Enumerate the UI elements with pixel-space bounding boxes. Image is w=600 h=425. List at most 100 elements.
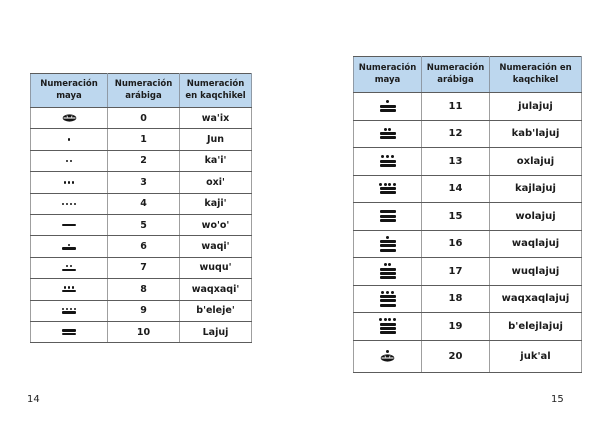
maya-bar xyxy=(379,136,396,140)
kaqchikel-name-cell: waqxaqi' xyxy=(179,278,252,301)
kaqchikel-name-cell: kaji' xyxy=(179,192,252,215)
maya-glyph-cell xyxy=(30,192,108,215)
maya-dot xyxy=(67,243,71,246)
maya-dot xyxy=(386,100,389,104)
maya-glyph-cell xyxy=(30,235,108,258)
maya-numeral-glyph xyxy=(63,181,75,184)
maya-numeral-glyph xyxy=(61,307,77,314)
page-number-left: 14 xyxy=(27,394,40,405)
arabic-number-cell: 10 xyxy=(107,320,180,344)
maya-dots-row xyxy=(61,202,77,205)
table-row: 16 waqlajuj xyxy=(353,229,582,258)
maya-bar xyxy=(379,163,396,167)
kaqchikel-name-cell: waqi' xyxy=(179,235,252,258)
column-header: Numeración maya xyxy=(353,56,422,93)
arabic-number-cell: 11 xyxy=(421,92,490,121)
maya-dot xyxy=(71,181,75,184)
table-row: 17 wuqlajuj xyxy=(353,257,582,286)
maya-dot xyxy=(65,307,69,311)
table-row: 12 kab'lajuj xyxy=(353,119,582,148)
maya-bar xyxy=(62,268,76,271)
maya-numeral-glyph xyxy=(379,100,396,112)
maya-bar xyxy=(379,295,396,299)
maya-dot xyxy=(69,264,73,268)
maya-dot xyxy=(61,307,65,311)
maya-glyph-cell xyxy=(353,229,422,258)
arabic-number-cell: 8 xyxy=(107,278,180,301)
maya-dots-row xyxy=(383,263,392,267)
arabic-number-cell: 20 xyxy=(421,339,490,373)
header-row: Numeración maya Numeración arábiga Numerac… xyxy=(30,73,252,108)
maya-dot xyxy=(388,182,392,186)
maya-glyph-cell xyxy=(353,92,422,121)
maya-dot xyxy=(379,318,383,322)
kaqchikel-name-cell: Jun xyxy=(179,128,252,151)
maya-glyph-cell xyxy=(30,213,108,237)
header-row: Numeración maya Numeración arábiga Numerac… xyxy=(353,56,582,93)
maya-bar xyxy=(379,210,396,214)
kaqchikel-name-cell: b'eleje' xyxy=(179,299,252,322)
maya-numeral-glyph xyxy=(379,318,396,335)
maya-dot xyxy=(381,290,385,294)
arabic-number-cell: 4 xyxy=(107,192,180,215)
kaqchikel-name-cell: Lajuj xyxy=(179,320,252,344)
maya-bar xyxy=(379,187,396,191)
maya-bar xyxy=(62,332,76,336)
maya-numeral-glyph xyxy=(379,127,396,140)
maya-glyph-cell xyxy=(30,278,108,301)
maya-dot xyxy=(392,182,396,186)
maya-numeration-table: Numeración maya Numeración arábiga Numerac… xyxy=(353,56,582,373)
table-row: 3 oxi' xyxy=(30,171,252,194)
maya-dots-row xyxy=(61,307,77,311)
table-row: 11 julajuj xyxy=(353,92,582,121)
table-row: 8 waqxaqi' xyxy=(30,278,252,301)
arabic-number-cell: 12 xyxy=(421,119,490,148)
maya-glyph-cell xyxy=(30,256,108,280)
table-row: 13 oxlajuj xyxy=(353,147,582,176)
column-header: Numeración arábiga xyxy=(421,56,490,93)
maya-numeral-glyph xyxy=(61,202,77,205)
page-number-right: 15 xyxy=(551,394,564,405)
maya-glyph-cell xyxy=(30,128,108,151)
maya-numeral-glyph xyxy=(379,290,396,307)
table-row: 15 wolajuj xyxy=(353,202,582,231)
maya-dot xyxy=(383,263,387,267)
maya-bar xyxy=(379,218,396,222)
maya-dot xyxy=(390,290,394,294)
maya-bar xyxy=(62,223,76,227)
maya-bar xyxy=(379,331,396,335)
maya-dot xyxy=(390,155,394,159)
maya-dot xyxy=(69,307,73,311)
table-row: 5 wo'o' xyxy=(30,213,252,237)
kaqchikel-name-cell: ka'i' xyxy=(179,149,252,173)
arabic-number-cell: 6 xyxy=(107,235,180,258)
arabic-number-cell: 18 xyxy=(421,284,490,313)
arabic-number-cell: 2 xyxy=(107,149,180,173)
maya-dot xyxy=(392,318,396,322)
kaqchikel-name-cell: waqxaqlajuj xyxy=(489,284,582,313)
shell-zero-icon xyxy=(380,354,395,362)
maya-bar xyxy=(379,299,396,303)
maya-bar xyxy=(379,104,396,108)
maya-numeral-glyph xyxy=(379,182,396,195)
arabic-number-cell: 15 xyxy=(421,202,490,231)
arabic-number-cell: 17 xyxy=(421,257,490,286)
numeration-table-page-15: Numeración maya Numeración arábiga Numerac… xyxy=(353,56,582,373)
arabic-number-cell: 9 xyxy=(107,299,180,322)
maya-numeral-glyph xyxy=(379,235,396,252)
kaqchikel-name-cell: waqlajuj xyxy=(489,229,582,258)
maya-bar xyxy=(379,240,396,244)
maya-dot xyxy=(383,127,387,131)
numeration-table-page-14: Numeración maya Numeración arábiga Numerac… xyxy=(30,73,252,344)
maya-numeral-glyph xyxy=(379,263,396,280)
kaqchikel-name-cell: wuqlajuj xyxy=(489,257,582,286)
maya-dot xyxy=(67,138,71,141)
maya-dot xyxy=(386,290,389,294)
maya-dot xyxy=(65,159,69,163)
maya-bar xyxy=(379,132,396,136)
maya-glyph-cell xyxy=(30,299,108,322)
arabic-number-cell: 7 xyxy=(107,256,180,280)
maya-dot xyxy=(65,264,69,268)
kaqchikel-name-cell: kajlajuj xyxy=(489,174,582,203)
